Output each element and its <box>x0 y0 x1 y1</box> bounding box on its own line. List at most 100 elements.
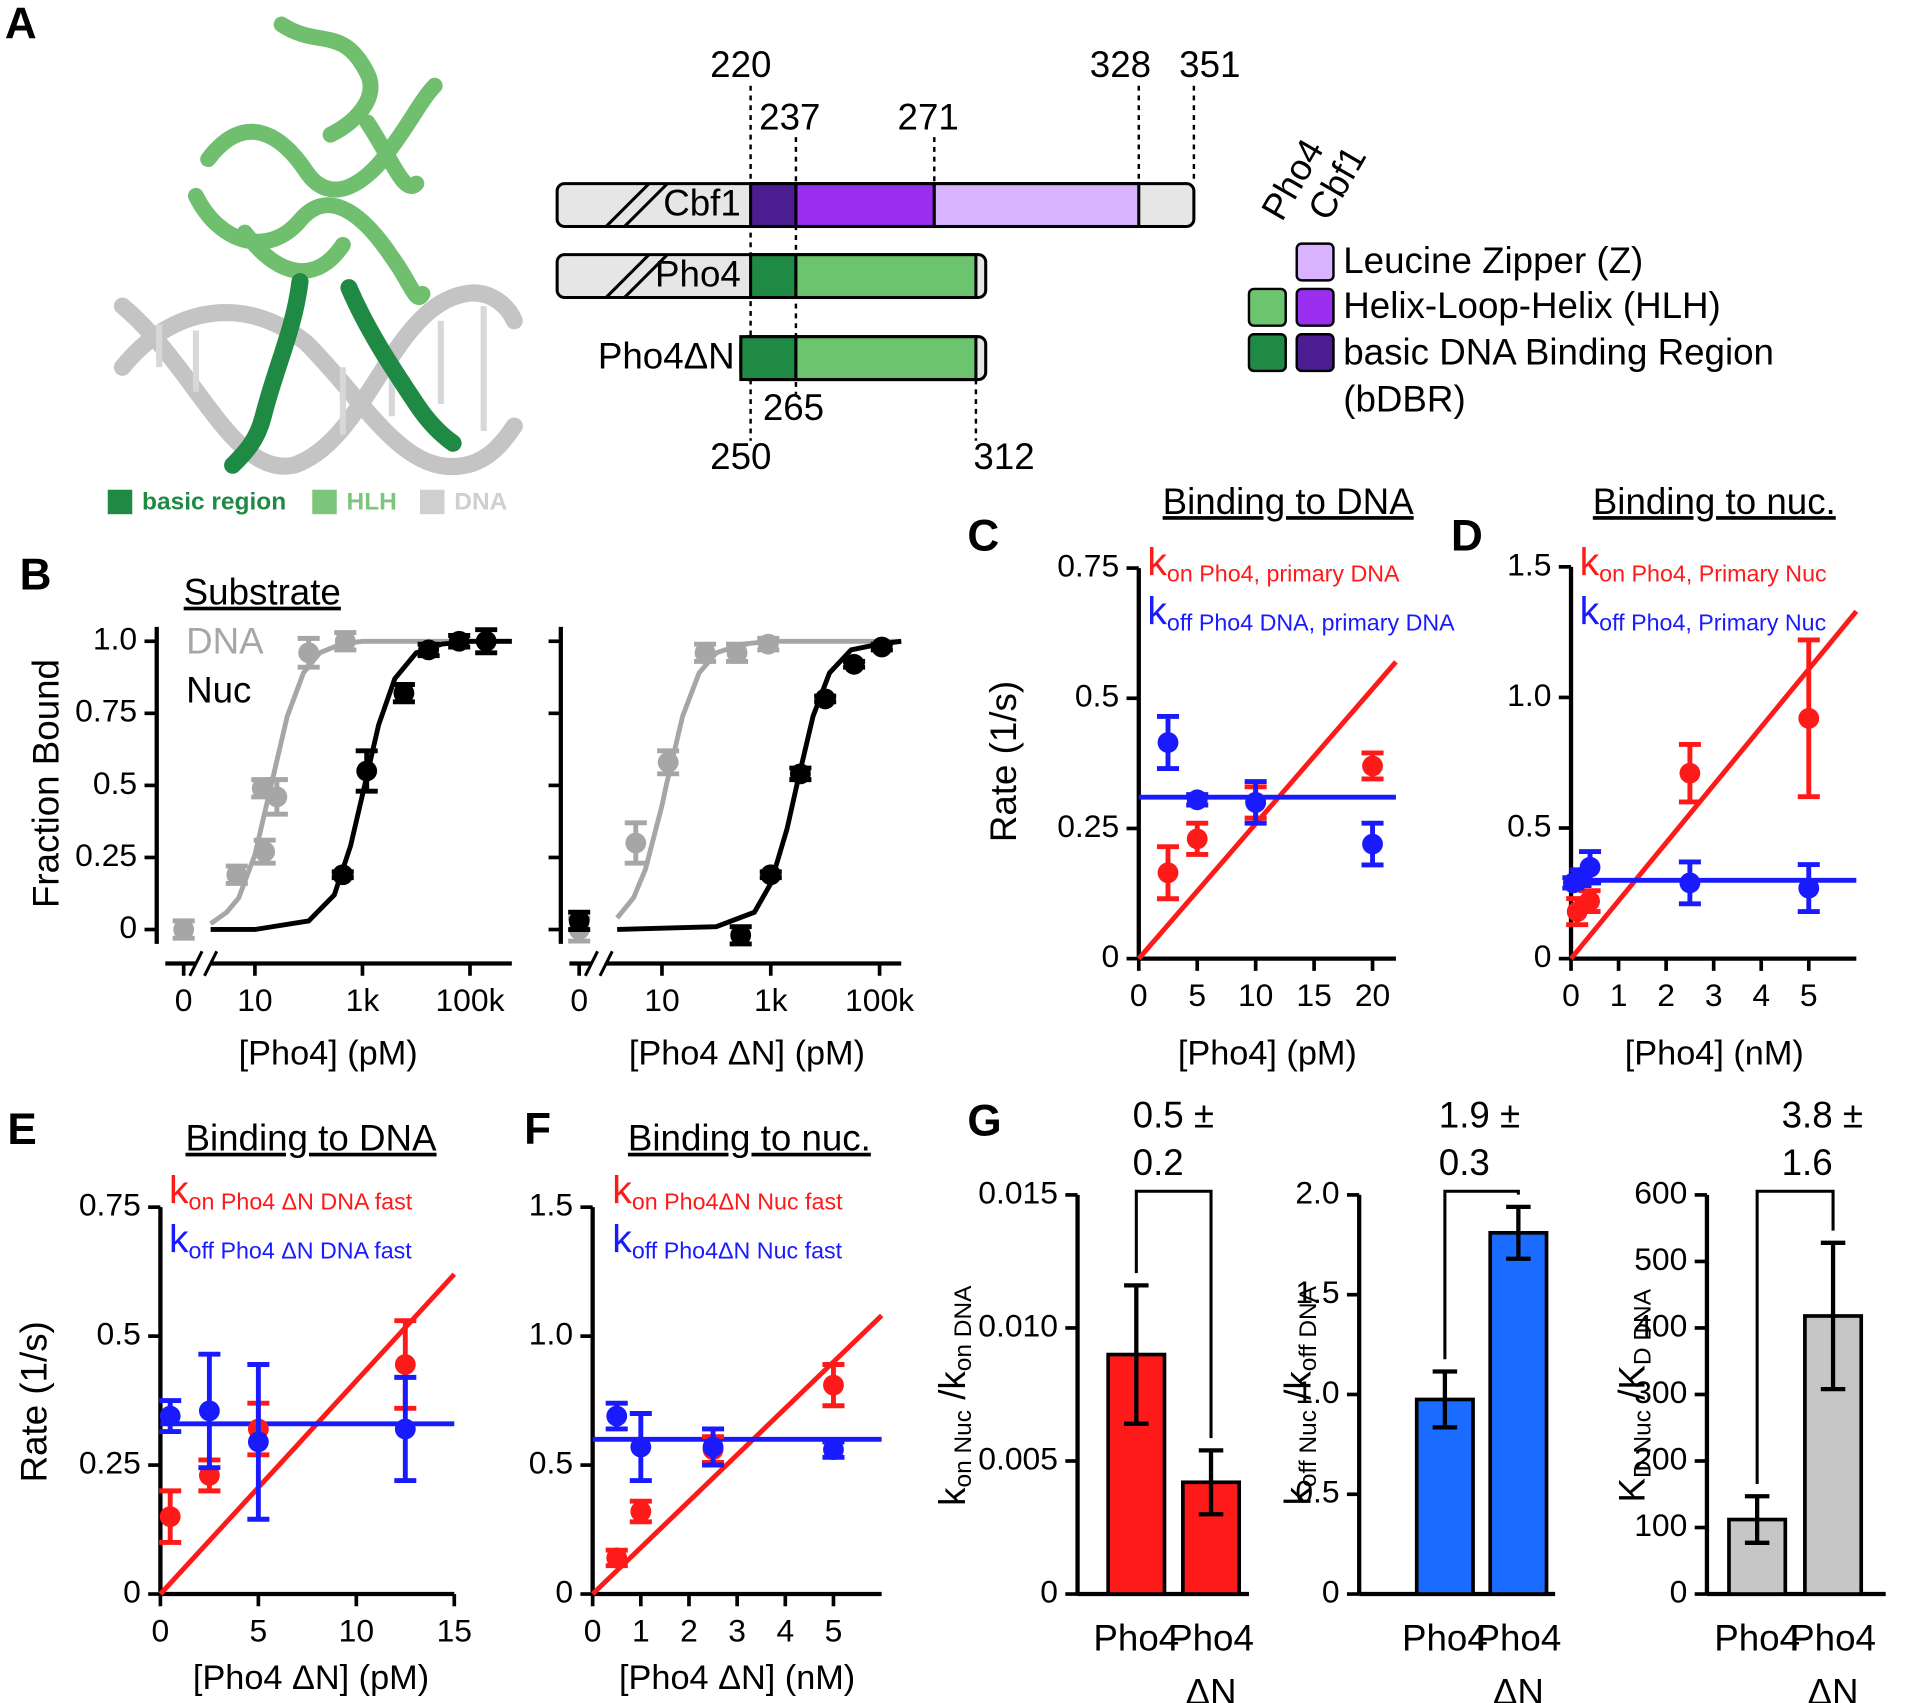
fit-line <box>210 638 512 932</box>
data-point <box>1186 789 1208 811</box>
x-tick-label: 5 <box>250 1613 268 1649</box>
error-bar <box>1198 1448 1224 1517</box>
y-tick-label: 0.5 <box>1507 807 1551 843</box>
fit-line <box>590 1313 884 1596</box>
residue-number: 237 <box>759 97 820 138</box>
legend-subscript: off Pho4 DNA, primary DNA <box>1167 610 1455 636</box>
data-point <box>254 841 276 863</box>
x-tick-label: 3 <box>728 1613 746 1649</box>
x-tick-label: 5 <box>1188 977 1206 1013</box>
residue-number: 351 <box>1179 44 1240 85</box>
data-point <box>1798 877 1820 899</box>
x-tick-label: 10 <box>644 982 679 1018</box>
y-tick-label: 1.0 <box>1507 677 1551 713</box>
data-point <box>159 1405 181 1427</box>
legend-label: basic region <box>142 489 286 516</box>
x-axis-label: [Pho4] (nM) <box>1625 1034 1804 1072</box>
chart-title: Binding to nuc. <box>1593 481 1836 522</box>
data-point <box>1362 755 1383 777</box>
y-tick-label: 2.0 <box>1295 1174 1339 1210</box>
data-point <box>418 639 440 661</box>
legend-entry: koff Pho4 DNA, primary DNA <box>1147 591 1455 636</box>
panel-letter: F <box>524 1105 551 1154</box>
legend-label: HLH <box>347 489 397 516</box>
residue-number: 265 <box>763 387 824 428</box>
x-tick-label: 4 <box>1752 977 1770 1013</box>
y-axis-label-subscript: on DNA <box>950 1285 977 1371</box>
y-tick-label: 0.75 <box>1057 547 1119 583</box>
data-point <box>606 1547 628 1569</box>
error-bar <box>1744 1494 1770 1545</box>
chart-panel: C Binding to DNA 0 0.25 0.5 0.75 0 5 10 15 20 [Pho4… <box>967 481 1455 1072</box>
bar <box>1488 1230 1549 1596</box>
y-tick-label: 0.75 <box>79 1187 141 1223</box>
data-point <box>198 1464 220 1486</box>
y-tick-label: 500 <box>1634 1241 1687 1277</box>
structure-legend: basic region HLH DNA <box>107 489 508 516</box>
x-tick-label: Pho4 ΔN <box>1475 1617 1561 1703</box>
x-axis-label: [Pho4 ΔN] (pM) <box>629 1034 865 1072</box>
y-axis-label-subscript: D Nuc <box>1630 1410 1657 1478</box>
y-axis-label-subscript: D DNA <box>1630 1288 1657 1365</box>
legend-label: DNA <box>454 489 507 516</box>
x-tick-label-line: ΔN <box>1185 1671 1236 1703</box>
legend-label: k <box>169 1219 189 1262</box>
data-point <box>394 1354 416 1375</box>
domain-key: Pho4 Cbf1 Leucine Zipper (Z) Helix-Loop-… <box>1247 132 1774 419</box>
data-point <box>332 864 354 886</box>
fit-line <box>1569 609 1859 961</box>
key-label: basic DNA Binding Region <box>1343 332 1774 373</box>
panel-letter: B <box>20 551 52 600</box>
x-tick-label: Pho4 <box>1714 1617 1800 1658</box>
legend-subscript: off Pho4, Primary Nuc <box>1599 610 1826 636</box>
x-tick-label: 5 <box>1800 977 1818 1013</box>
x-tick-label-line: ΔN <box>1493 1671 1544 1703</box>
x-tick-label: 100k <box>435 982 504 1018</box>
axis-break <box>583 950 614 977</box>
x-tick-label-line: Pho4 <box>1714 1617 1800 1658</box>
data-point <box>173 919 195 940</box>
legend-title: Substrate <box>184 572 341 613</box>
y-tick-label: 0 <box>1101 938 1119 974</box>
key-label: Leucine Zipper (Z) <box>1343 240 1643 281</box>
x-tick-label: 2 <box>680 1613 698 1649</box>
x-tick-label: Pho4 ΔN <box>1790 1617 1876 1703</box>
data-point <box>823 1374 844 1396</box>
construct-label: Cbf1 <box>663 182 741 223</box>
data-point <box>475 630 497 652</box>
legend-subscript: on Pho4ΔN Nuc fast <box>632 1189 843 1215</box>
protein-structure <box>113 16 523 476</box>
y-tick-label: 0 <box>1534 938 1552 974</box>
annotation: 1.9 ± <box>1439 1094 1520 1135</box>
legend-subscript: on Pho4, primary DNA <box>1167 561 1400 587</box>
data-point <box>871 636 893 658</box>
error-bar <box>1506 1204 1531 1261</box>
y-axis-label-part: k <box>1277 1486 1318 1505</box>
domain-diagram: Cbf1 Pho4 Pho4ΔN 220 237 271 328 351 250… <box>555 44 1240 477</box>
chart-panel: F Binding to nuc.00.51.01.50 1 2 3 4 5[Pho4 ΔN… <box>524 1105 884 1697</box>
fit-line <box>209 638 512 926</box>
data-point <box>694 642 716 664</box>
legend-label: k <box>1580 542 1600 585</box>
data-point <box>1362 833 1383 855</box>
key-label: Helix-Loop-Helix (HLH) <box>1343 285 1721 326</box>
legend-entry: koff Pho4, Primary Nuc <box>1580 591 1827 636</box>
y-axis-label-subscript: off Nuc <box>1296 1410 1323 1487</box>
data-point <box>789 763 811 785</box>
y-axis-label-part: /k <box>932 1371 973 1410</box>
x-tick-label-line: Pho4 <box>1168 1617 1254 1658</box>
data-point <box>843 653 865 675</box>
residue-number: 271 <box>898 97 959 138</box>
chart-panel: 0 10 1k 100k [Pho4 ΔN] (pM) <box>548 626 914 1072</box>
legend-label: k <box>1580 591 1600 634</box>
x-tick-label: 0 <box>1130 977 1148 1013</box>
error-bar <box>1124 1283 1149 1426</box>
x-tick-label: 0 <box>152 1613 170 1649</box>
x-tick-label: 15 <box>1296 977 1331 1013</box>
x-axis-label: [Pho4] (pM) <box>1178 1034 1357 1072</box>
data-point <box>1579 890 1600 912</box>
y-tick-label: 1.5 <box>1295 1274 1339 1310</box>
y-axis-label-part: K <box>1611 1477 1652 1502</box>
